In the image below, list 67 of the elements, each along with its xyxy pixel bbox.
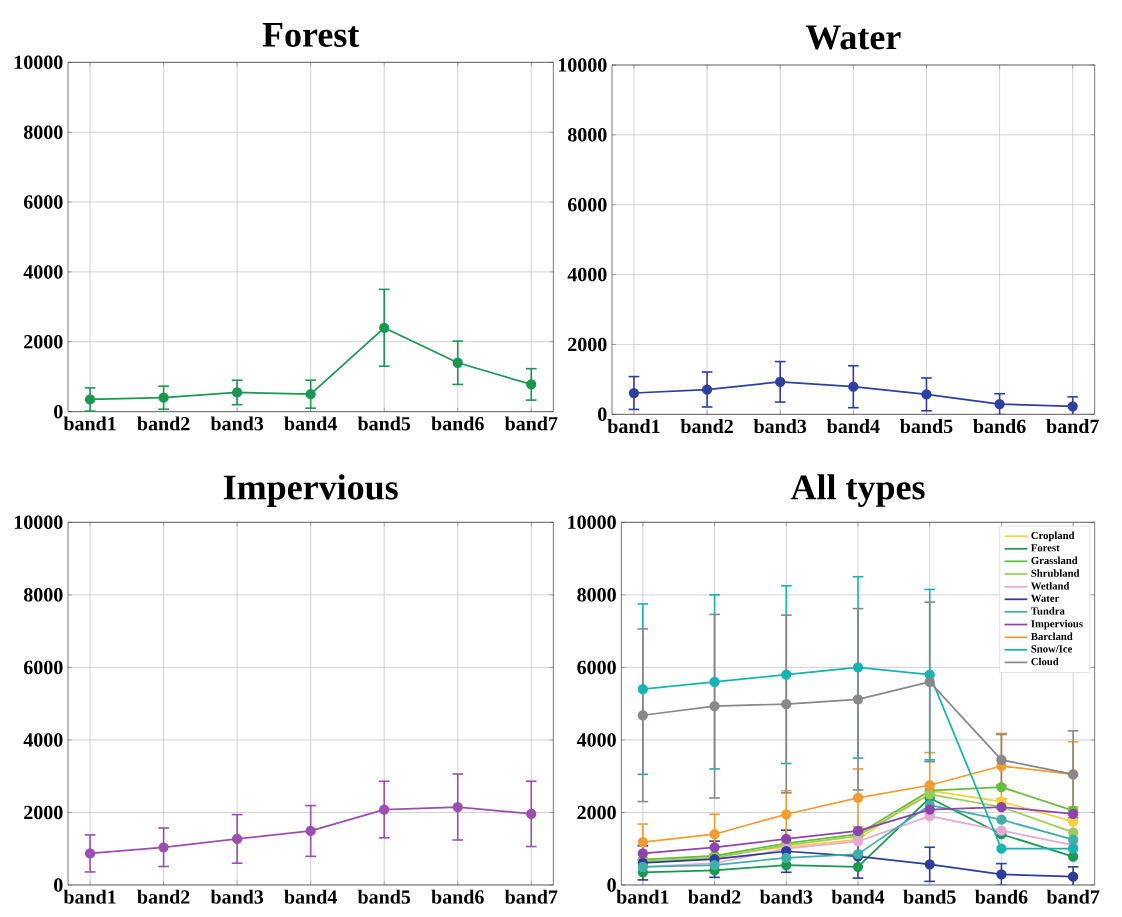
x-tick-label: band6 [975, 889, 1028, 904]
x-tick-label: band4 [284, 889, 337, 904]
y-tick-label: 10000 [14, 55, 63, 70]
y-tick-label: 0 [54, 404, 63, 419]
legend-label: Grassland [1031, 556, 1078, 565]
legend-label: Impervious [1031, 619, 1083, 630]
y-tick-label: 4000 [23, 733, 63, 747]
legend-label: Cropland [1031, 531, 1075, 542]
y-tick-label: 2000 [577, 805, 616, 820]
x-tick-label: band4 [284, 416, 337, 431]
y-tick-label: 8000 [567, 128, 607, 142]
x-tick-label: band6 [431, 889, 484, 904]
x-tick-label: band6 [431, 416, 484, 431]
legend-label: Wetland [1030, 582, 1070, 590]
y-tick-label: 4000 [576, 733, 616, 747]
y-tick-label: 8000 [23, 588, 63, 602]
y-tick-label: 6000 [23, 660, 63, 675]
legend-label: Forest [1031, 544, 1060, 552]
y-tick-label: 6000 [23, 195, 63, 209]
y-tick-label: 10000 [558, 58, 607, 72]
x-tick-label: band7 [504, 416, 558, 431]
legend-label: Snow/Ice [1031, 645, 1073, 653]
x-tick-label: band6 [973, 419, 1026, 434]
y-tick-label: 6000 [567, 197, 607, 212]
y-tick-label: 10000 [14, 515, 63, 530]
x-tick-label: band5 [357, 889, 411, 904]
x-tick-label: band7 [1046, 889, 1100, 904]
x-tick-label: band3 [753, 419, 807, 434]
x-tick-label: band4 [831, 889, 885, 904]
y-tick-label: 2000 [24, 335, 63, 349]
chart-title: All types [790, 474, 925, 507]
y-tick-label: 4000 [567, 267, 607, 282]
x-tick-label: band2 [680, 419, 733, 434]
chart-title: Forest [262, 23, 360, 47]
x-tick-label: band2 [688, 889, 741, 904]
y-tick-label: 4000 [23, 265, 63, 279]
y-tick-label: 0 [607, 878, 616, 892]
x-tick-label: band5 [357, 416, 411, 431]
legend-label: Barcland [1031, 632, 1073, 641]
y-tick-label: 6000 [577, 660, 616, 675]
x-tick-label: band7 [504, 889, 558, 904]
legend-label: Water [1030, 594, 1060, 602]
x-tick-label: band4 [826, 419, 880, 434]
y-tick-label: 0 [598, 407, 607, 422]
x-tick-label: band5 [903, 889, 956, 904]
y-tick-label: 8000 [23, 125, 63, 139]
y-tick-label: 8000 [577, 588, 616, 602]
x-tick-label: band2 [137, 889, 190, 904]
x-tick-label: band3 [210, 416, 264, 431]
x-tick-label: band3 [759, 889, 813, 904]
legend-label: Tundra [1031, 607, 1065, 615]
y-tick-label: 2000 [24, 805, 63, 820]
chart-title: Impervious [223, 474, 398, 507]
y-tick-label: 10000 [568, 515, 616, 530]
legend-label: Shrubland [1031, 569, 1080, 577]
x-tick-label: band5 [900, 419, 953, 434]
x-tick-label: band1 [607, 419, 660, 434]
x-tick-label: band7 [1046, 419, 1099, 434]
x-tick-label: band3 [210, 889, 264, 904]
x-tick-label: band2 [137, 416, 190, 431]
x-tick-label: band1 [63, 889, 116, 904]
chart-title: Water [805, 25, 901, 50]
y-tick-label: 2000 [568, 337, 607, 352]
legend-label: Cloud [1031, 657, 1059, 666]
y-tick-label: 0 [54, 878, 63, 892]
x-tick-label: band1 [616, 889, 669, 904]
x-tick-label: band1 [63, 416, 116, 431]
